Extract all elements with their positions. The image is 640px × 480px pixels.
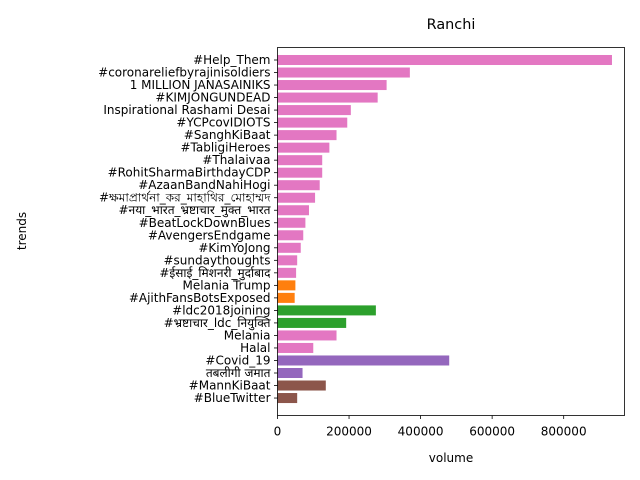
- bar: [277, 54, 612, 66]
- chart-title: Ranchi: [427, 17, 476, 33]
- y-axis-label: trends: [15, 212, 29, 250]
- y-tick-label: Melania Trump: [183, 278, 271, 292]
- y-tick-label: #AvengersEndgame: [148, 228, 271, 242]
- bar: [277, 292, 295, 303]
- y-tick-label: #RohitSharmaBirthdayCDP: [108, 166, 271, 180]
- y-tick-label: #ldc2018joining: [172, 303, 270, 317]
- y-tick-label: #YCPcovIDIOTS: [176, 116, 270, 130]
- y-tick-label: Melania: [224, 328, 271, 342]
- y-tick-label: #भ्रष्टाचार_ldc_नियुक्ति: [164, 316, 272, 331]
- bar: [277, 142, 330, 153]
- y-tick-label: 1 MILLION JANASAINIKS: [130, 78, 271, 92]
- y-tick-label: #KIMJONGUNDEAD: [155, 91, 270, 105]
- x-tick-label: 400000: [398, 425, 444, 439]
- bar: [277, 92, 378, 103]
- y-tick-label: #Help_Them: [193, 53, 270, 67]
- y-tick-label: #BlueTwitter: [194, 391, 271, 405]
- bar: [277, 380, 326, 391]
- bar: [277, 205, 309, 216]
- bar: [277, 280, 296, 291]
- bar: [277, 80, 387, 91]
- bar: [277, 180, 320, 191]
- bar: [277, 342, 314, 353]
- y-tick-label: #Thalaivaa: [202, 153, 270, 167]
- x-axis-label: volume: [429, 451, 473, 465]
- bar: [277, 330, 337, 341]
- bar: [277, 67, 410, 78]
- y-tick-label: #AjithFansBotsExposed: [129, 291, 271, 305]
- y-tick-label: #नया_भारत_भ्रष्टाचार_मुक्त_भारत: [118, 203, 271, 218]
- bar: [277, 230, 304, 241]
- bar: [277, 167, 323, 178]
- y-tick-label: Inspirational Rashami Desai: [103, 103, 270, 117]
- y-tick-label: तबलीगी जमात: [206, 366, 272, 380]
- x-tick-label: 0: [274, 425, 282, 439]
- bar: [277, 217, 306, 228]
- y-tick-label: #TabligiHeroes: [180, 141, 270, 155]
- y-tick-label: Halal: [240, 341, 270, 355]
- x-tick-label: 200000: [326, 425, 372, 439]
- x-axis-ticks: 0 200000 400000 600000 800000: [274, 415, 587, 439]
- y-tick-label: #ईसाई_मिशनरी_मुर्दाबाद: [159, 266, 271, 281]
- bar: [277, 192, 316, 203]
- bar: [277, 117, 348, 128]
- bar: [277, 155, 323, 166]
- bar: [277, 393, 298, 404]
- y-tick-label: #coronareliefbyrajinisoldiers: [98, 66, 270, 80]
- y-tick-label: #sundaythoughts: [163, 253, 270, 267]
- plot-area-frame: [277, 47, 625, 416]
- bar: [277, 255, 298, 266]
- bar: [277, 130, 337, 141]
- bar: [277, 267, 297, 278]
- y-tick-label: #BeatLockDownBlues: [139, 216, 271, 230]
- y-tick-label: #Covid_19: [205, 353, 270, 367]
- x-tick-label: 800000: [541, 425, 587, 439]
- x-tick-label: 600000: [469, 425, 515, 439]
- y-tick-labels: #Help_Them#coronareliefbyrajinisoldiers1…: [98, 53, 278, 405]
- bars-layer: [277, 54, 612, 404]
- bar: [277, 242, 301, 253]
- y-tick-label: #KimYoJong: [198, 241, 270, 255]
- y-tick-label: #AzaanBandNahiHogi: [138, 178, 270, 192]
- bar: [277, 367, 303, 379]
- y-tick-label: #ক্ষমাপ্রার্থনা_কর_মাহাথির_মোহাম্মদ: [99, 191, 271, 205]
- y-tick-label: #MannKiBaat: [189, 379, 271, 393]
- bar: [277, 105, 351, 116]
- bar: [277, 305, 376, 316]
- bar: [277, 317, 347, 328]
- bar: [277, 355, 450, 366]
- y-tick-label: #SanghKiBaat: [184, 128, 271, 142]
